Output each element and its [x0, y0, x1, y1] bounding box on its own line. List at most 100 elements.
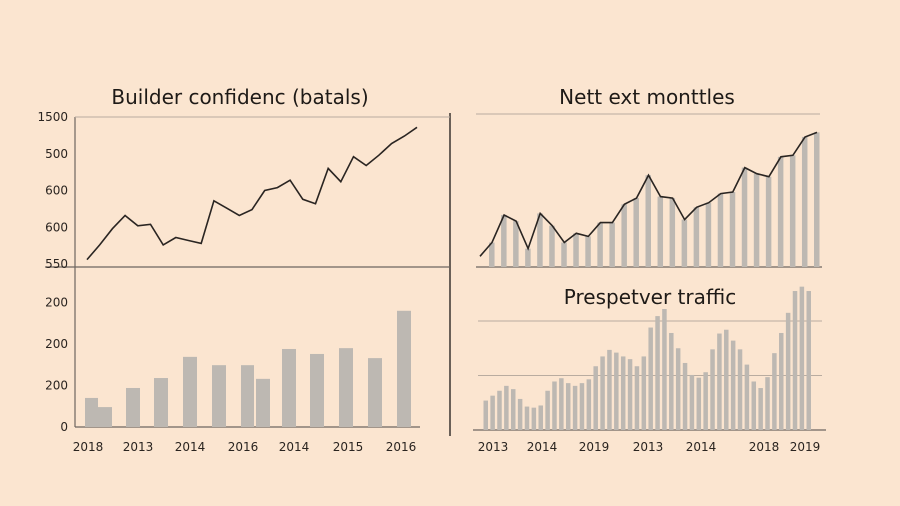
- bar: [765, 377, 770, 430]
- bar: [497, 390, 502, 430]
- bar: [669, 198, 676, 267]
- bar: [183, 356, 197, 427]
- bar: [730, 340, 736, 430]
- bar: [154, 378, 168, 427]
- bar: [620, 356, 626, 430]
- bar: [549, 225, 555, 267]
- x-tick-label: 2018: [749, 440, 780, 454]
- bar: [662, 309, 667, 430]
- bar: [724, 329, 729, 430]
- x-tick-label: 2014: [527, 440, 558, 454]
- bar: [98, 407, 112, 427]
- bar: [310, 353, 324, 427]
- x-tick-label: 2013: [478, 440, 509, 454]
- bar: [681, 219, 688, 267]
- bar: [501, 214, 507, 267]
- traffic-bar-chart: 2013 2014 2019 2013 2014 2018 2019: [473, 286, 826, 454]
- bar: [717, 193, 724, 267]
- y-tick-label: 200: [45, 337, 68, 351]
- bar: [607, 349, 612, 430]
- bar: [85, 397, 98, 427]
- bar: [525, 248, 531, 267]
- x-tick-label: 2014: [279, 440, 310, 454]
- bar: [531, 407, 537, 430]
- bar: [565, 383, 571, 430]
- bar: [559, 378, 564, 430]
- bar: [785, 312, 791, 430]
- x-tick-label: 2014: [686, 440, 717, 454]
- y-tick-label: 500: [45, 147, 68, 161]
- x-tick-label: 2015: [333, 440, 364, 454]
- bar: [669, 332, 674, 430]
- x-tick-label: 2013: [123, 440, 154, 454]
- bar: [814, 132, 820, 267]
- bar: [537, 213, 543, 267]
- bar: [655, 316, 660, 430]
- x-tick-label: 2019: [790, 440, 821, 454]
- bar: [517, 398, 523, 430]
- bar: [675, 348, 681, 430]
- bar: [241, 365, 254, 427]
- data-line: [86, 126, 418, 261]
- bar: [634, 366, 640, 430]
- bar: [627, 359, 633, 430]
- bar: [633, 198, 639, 267]
- bar: [648, 327, 653, 430]
- y-tick-label: 0: [60, 420, 68, 434]
- bar: [489, 242, 495, 267]
- nett-area-chart: [476, 113, 822, 268]
- x-tick-label: 2016: [386, 440, 417, 454]
- bar: [710, 349, 715, 430]
- bar: [573, 233, 579, 267]
- bar: [758, 388, 763, 430]
- bar: [586, 379, 592, 430]
- x-tick-label: 2016: [228, 440, 259, 454]
- bar: [621, 204, 627, 267]
- bar: [772, 353, 777, 430]
- bar: [524, 406, 530, 430]
- bar: [641, 356, 647, 430]
- bar: [789, 155, 796, 267]
- right-top-chart-title: Nett ext monttles: [559, 85, 735, 109]
- bar: [126, 387, 140, 427]
- x-tick-label: 2013: [633, 440, 664, 454]
- right-bottom-chart-title: Prespetver traffic: [564, 285, 736, 309]
- y-tick-label: 600: [45, 220, 68, 234]
- bar: [545, 390, 550, 430]
- bar: [339, 348, 353, 427]
- builder-line-chart: 550 600 600 500 1500: [37, 110, 450, 427]
- bar: [696, 377, 702, 430]
- bar: [645, 175, 651, 267]
- builder-bar-chart: 0 200 200 200 2018 2013 2014 2016 2014 2015 2016: [45, 296, 420, 454]
- y-tick-label: 550: [45, 257, 68, 271]
- bar: [753, 173, 760, 267]
- bar: [744, 364, 750, 430]
- bar: [397, 310, 411, 427]
- bar: [799, 286, 805, 430]
- bar: [682, 362, 688, 430]
- bar: [552, 381, 557, 430]
- bar: [585, 236, 591, 267]
- bar: [368, 358, 382, 427]
- y-tick-label: 600: [45, 184, 68, 198]
- bar: [729, 192, 736, 267]
- data-line: [479, 131, 818, 257]
- bar: [614, 352, 619, 430]
- y-tick-label: 200: [45, 296, 68, 310]
- bar: [703, 372, 708, 430]
- bar: [504, 385, 509, 430]
- bar: [609, 222, 615, 267]
- x-tick-label: 2014: [175, 440, 206, 454]
- bar: [777, 156, 784, 267]
- bar: [513, 221, 519, 267]
- bar: [212, 365, 226, 427]
- bar: [538, 405, 543, 430]
- left-chart-title: Builder confidenc (batals): [111, 85, 368, 109]
- bar: [600, 356, 605, 430]
- bar: [579, 383, 585, 430]
- bar: [657, 196, 664, 267]
- bar: [256, 378, 270, 427]
- bar: [689, 374, 695, 430]
- bar: [597, 222, 603, 267]
